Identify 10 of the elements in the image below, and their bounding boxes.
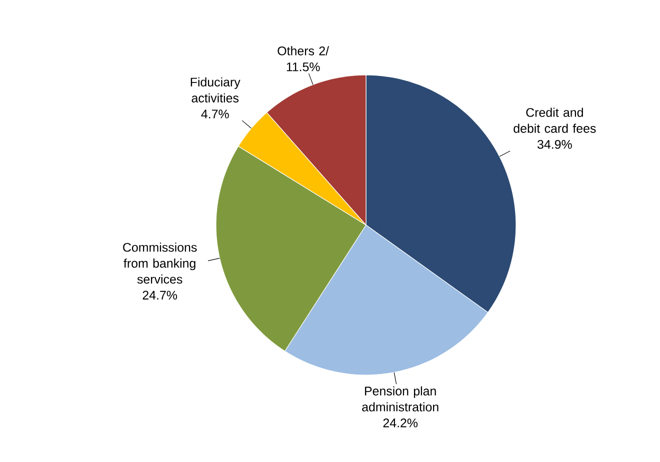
data-label: 4.7%: [201, 110, 229, 118]
slice-label: Others 2/: [278, 46, 330, 56]
slice-label: Commissions from banking services: [123, 242, 197, 284]
slice-label: Pension plan administration: [362, 386, 438, 412]
data-label: 24.2%: [383, 418, 418, 428]
data-label: 24.7%: [142, 290, 178, 300]
data-label: 34.9%: [538, 140, 572, 149]
slice-label: Fiduciary activities: [190, 77, 240, 102]
slice-label: Credit and debit card fees: [514, 108, 596, 133]
data-label: 11.5%: [286, 62, 320, 72]
